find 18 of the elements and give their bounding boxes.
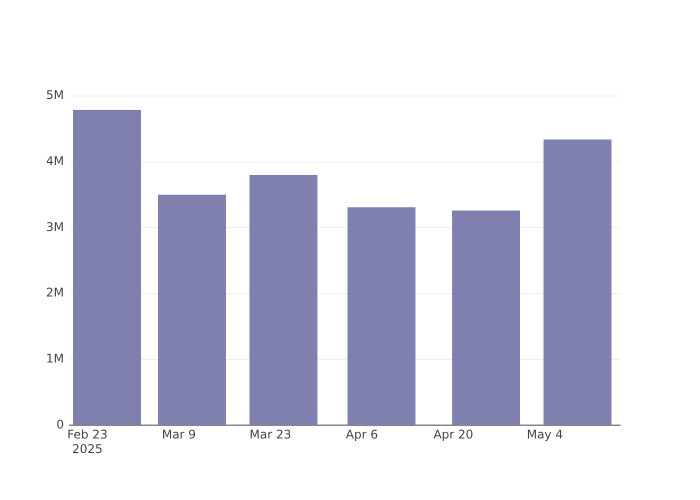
x-tick-label: Mar 23	[250, 428, 292, 442]
y-tick-label: 3M	[46, 220, 64, 234]
bar	[249, 175, 318, 425]
x-tick-label: Feb 23 2025	[67, 428, 108, 456]
y-tick-label: 1M	[46, 351, 64, 366]
x-tick-label: Apr 20	[433, 428, 474, 442]
y-tick-label: 2M	[46, 286, 64, 300]
x-tick-label: May 4	[526, 428, 563, 442]
bar	[158, 194, 226, 425]
bar	[348, 207, 416, 425]
bar	[452, 210, 520, 425]
x-tick-label: Mar 9	[162, 428, 196, 442]
x-tick-label: Apr 6	[346, 428, 378, 442]
y-tick-label: 0	[56, 417, 64, 432]
y-tick-label: 5M	[46, 88, 64, 102]
y-tick-label: 4M	[46, 154, 64, 168]
bar	[544, 139, 612, 425]
bar	[73, 110, 141, 425]
